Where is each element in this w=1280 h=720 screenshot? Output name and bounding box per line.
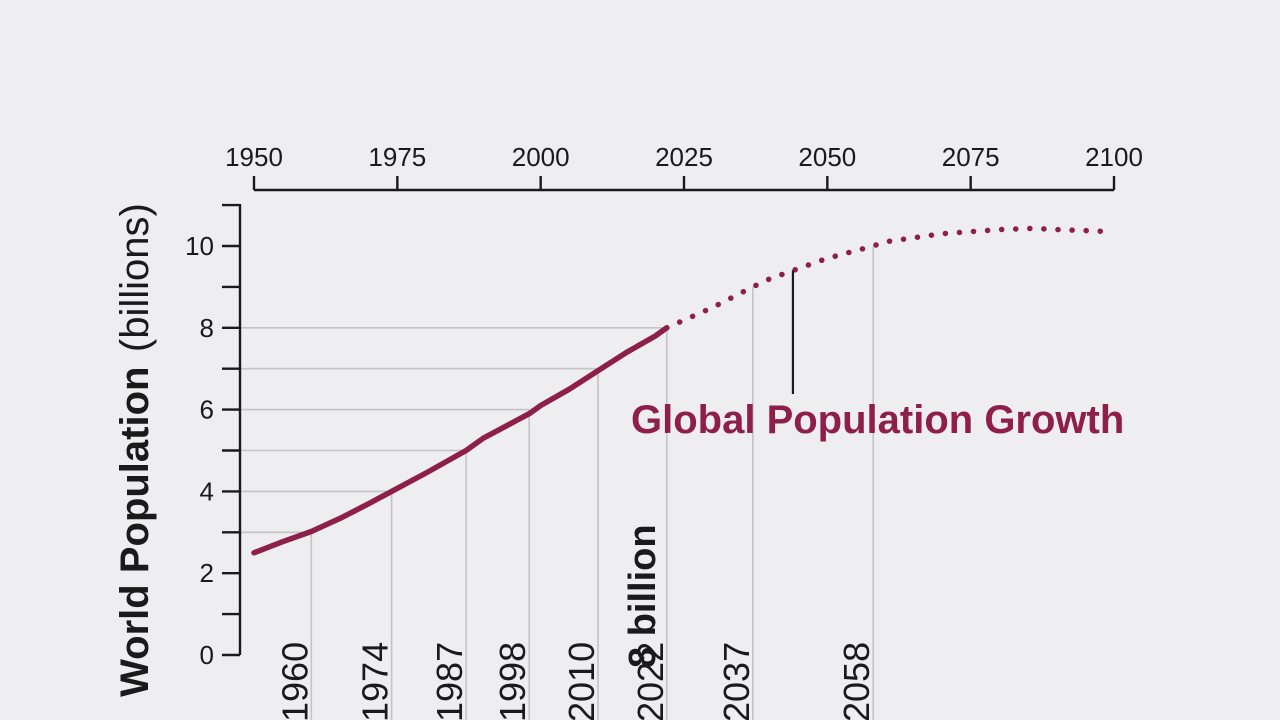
milestone-year-label: 2022 bbox=[630, 642, 671, 720]
historical-population-line bbox=[251, 325, 670, 556]
y-axis-title-unit: (billions) bbox=[113, 203, 157, 352]
y-axis-title-main: World Population bbox=[113, 367, 157, 697]
x-tick-label: 2050 bbox=[798, 142, 856, 172]
x-tick-label: 1950 bbox=[225, 142, 283, 172]
milestone-year-label: 1974 bbox=[355, 642, 396, 720]
grid-lines bbox=[240, 246, 875, 720]
y-tick-label: 4 bbox=[200, 476, 214, 506]
milestone-year-label: 1960 bbox=[274, 642, 315, 720]
milestone-year-label: 2010 bbox=[561, 642, 602, 720]
milestone-year-label: 2058 bbox=[836, 642, 877, 720]
eight-billion-label: 8 billion bbox=[622, 524, 664, 668]
y-tick-label: 6 bbox=[200, 395, 214, 425]
x-tick-label: 2100 bbox=[1085, 142, 1143, 172]
milestone-year-label: 2037 bbox=[716, 642, 757, 720]
milestone-year-label: 1987 bbox=[429, 642, 470, 720]
milestone-labels: 1960 1974 1987 1998 2010 2022 2037 2058 bbox=[274, 642, 877, 720]
y-axis-title: World Population (billions) bbox=[113, 203, 157, 697]
y-tick-label: 10 bbox=[185, 231, 214, 261]
x-tick-label: 2025 bbox=[655, 142, 713, 172]
population-series bbox=[251, 225, 1117, 556]
x-tick-label: 2000 bbox=[512, 142, 570, 172]
annotation-title: Global Population Growth bbox=[631, 398, 1124, 442]
x-tick-label: 1975 bbox=[368, 142, 426, 172]
y-tick-label: 2 bbox=[200, 558, 214, 588]
projected-population-line bbox=[664, 225, 1117, 331]
y-tick-label: 8 bbox=[200, 313, 214, 343]
x-tick-label: 2075 bbox=[942, 142, 1000, 172]
milestone-year-label: 1998 bbox=[492, 642, 533, 720]
y-tick-label: 0 bbox=[200, 640, 214, 670]
axes: 1950 1975 2000 2025 2050 2075 2100 0 2 4 6 8 10 bbox=[185, 142, 1143, 670]
svg-text:World Population (billio: World Population (billions) bbox=[113, 203, 157, 697]
